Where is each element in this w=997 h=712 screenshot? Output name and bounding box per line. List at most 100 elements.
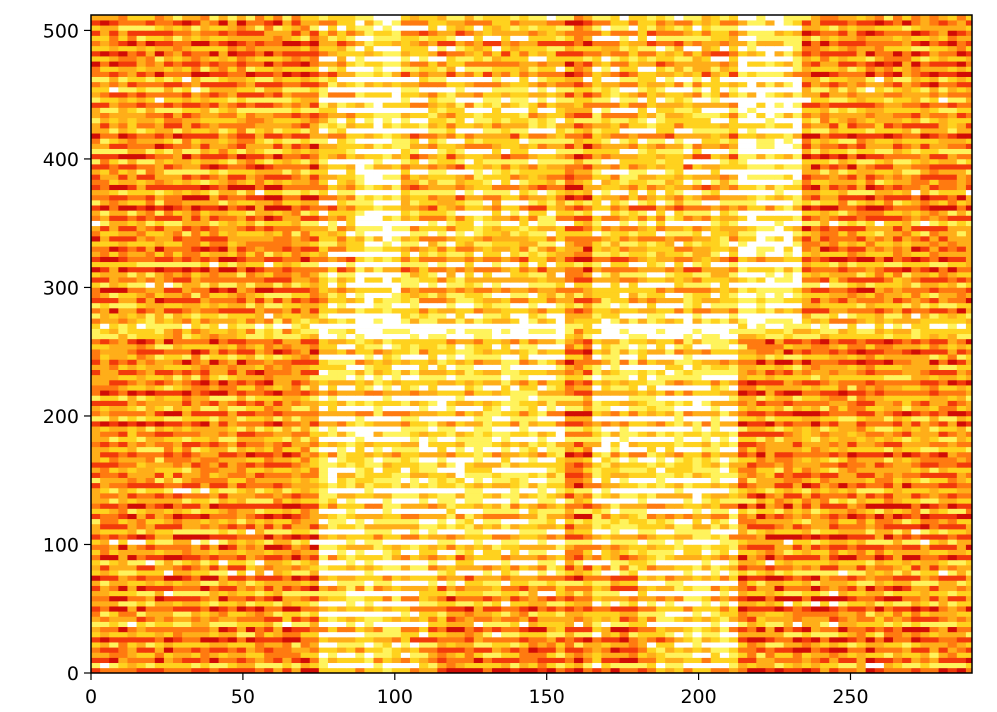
heatmap-cell [583, 595, 593, 602]
heatmap-cell [701, 575, 712, 581]
heatmap-cell [337, 611, 347, 617]
heatmap-cell [227, 565, 238, 571]
heatmap-cell [528, 570, 538, 576]
heatmap-cell [592, 606, 602, 612]
heatmap-cell [911, 544, 921, 550]
heatmap-cell [610, 446, 620, 453]
heatmap-cell [209, 503, 219, 509]
heatmap-cell [437, 570, 447, 576]
heatmap-cell [838, 626, 848, 633]
heatmap-cell [264, 503, 274, 509]
heatmap-cell [747, 523, 757, 530]
heatmap-cell [400, 405, 411, 412]
heatmap-cell [163, 616, 174, 622]
heatmap-cell [537, 493, 548, 499]
heatmap-cell [674, 652, 684, 658]
heatmap-cell [592, 523, 602, 530]
heatmap-cell [136, 410, 147, 417]
heatmap-cell [610, 616, 620, 622]
heatmap-cell [574, 580, 584, 586]
heatmap-cell [91, 637, 101, 643]
heatmap-cell [300, 446, 311, 453]
heatmap-cell [264, 647, 274, 653]
heatmap-cell [747, 410, 757, 417]
heatmap-cell [400, 436, 411, 442]
heatmap-cell [300, 631, 311, 638]
heatmap-cell [91, 549, 101, 556]
heatmap-cell [455, 518, 466, 525]
heatmap-cell [738, 631, 748, 638]
heatmap-cell [391, 565, 402, 571]
heatmap-cell [683, 482, 693, 489]
heatmap-cell [810, 518, 821, 525]
heatmap-cell [282, 477, 292, 484]
heatmap-cell [719, 508, 730, 514]
heatmap-cell [546, 493, 557, 499]
heatmap-cell [628, 426, 639, 432]
heatmap-cell [646, 616, 657, 622]
heatmap-cell [911, 580, 921, 586]
heatmap-cell [154, 559, 165, 566]
heatmap-cell [546, 595, 557, 602]
heatmap-cell [227, 487, 238, 494]
heatmap-cell [309, 441, 320, 448]
heatmap-cell [282, 539, 292, 545]
heatmap-cell [173, 426, 183, 432]
heatmap-cell [656, 657, 666, 664]
heatmap-cell [446, 441, 456, 448]
heatmap-cell [756, 606, 766, 612]
heatmap-cell [865, 498, 876, 504]
heatmap-cell [145, 606, 156, 612]
heatmap-cell [337, 534, 347, 540]
heatmap-cell [938, 601, 949, 607]
heatmap-cell [674, 426, 684, 432]
heatmap-cell [218, 559, 229, 566]
heatmap-cell [136, 415, 147, 422]
heatmap-cell [628, 642, 639, 648]
heatmap-cell [355, 601, 365, 607]
heatmap-cell [209, 436, 219, 442]
heatmap-cell [309, 585, 320, 592]
heatmap-cell [628, 621, 639, 628]
heatmap-cell [337, 529, 347, 535]
heatmap-cell [400, 565, 411, 571]
heatmap-cell [464, 590, 475, 597]
heatmap-cell [510, 657, 520, 664]
heatmap-cell [419, 621, 429, 628]
heatmap-cell [902, 523, 912, 530]
heatmap-cell [546, 565, 557, 571]
heatmap-cell [810, 446, 821, 453]
heatmap-cell [428, 626, 438, 633]
heatmap-cell [783, 585, 794, 592]
heatmap-cell [255, 667, 265, 673]
heatmap-cell [136, 662, 147, 669]
heatmap-cell [965, 606, 972, 612]
heatmap-cell [191, 513, 201, 520]
heatmap-cell [738, 431, 748, 437]
heatmap-cell [437, 580, 447, 586]
heatmap-cell [300, 652, 311, 658]
heatmap-cell [373, 441, 384, 448]
heatmap-cell [965, 503, 972, 509]
heatmap-cell [856, 590, 867, 597]
heatmap-cell [510, 477, 520, 484]
heatmap-cell [838, 482, 848, 489]
heatmap-cell [756, 590, 766, 597]
heatmap-cell [309, 647, 320, 653]
heatmap-cell [555, 457, 566, 463]
heatmap-cell [464, 637, 475, 643]
heatmap-cell [646, 621, 657, 628]
heatmap-cell [391, 493, 402, 499]
heatmap-cell [109, 482, 119, 489]
heatmap-cell [245, 415, 256, 422]
heatmap-cell [109, 426, 119, 432]
heatmap-cell [610, 477, 620, 484]
heatmap-cell [419, 637, 429, 643]
heatmap-cell [127, 441, 137, 448]
heatmap-cell [902, 426, 912, 432]
heatmap-cell [273, 415, 283, 422]
heatmap-cell [564, 446, 575, 453]
heatmap-cell [492, 616, 502, 622]
heatmap-cell [118, 631, 128, 638]
heatmap-cell [191, 457, 201, 463]
